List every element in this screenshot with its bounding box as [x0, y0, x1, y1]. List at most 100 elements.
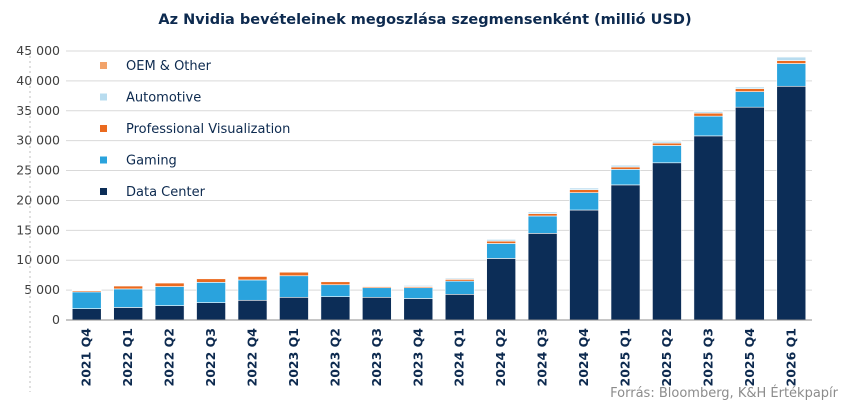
y-tick-label: 45 000 — [16, 43, 60, 58]
bar-segment — [362, 285, 392, 287]
bar-segment — [196, 302, 226, 321]
bar-segment — [776, 60, 807, 64]
bar-segment — [71, 308, 102, 321]
x-tick-label: 2022 Q2 — [162, 328, 177, 386]
x-tick-label: 2022 Q3 — [203, 328, 218, 386]
gridlines — [66, 50, 812, 291]
bar-segment — [776, 63, 807, 87]
y-tick-label: 0 — [52, 312, 60, 327]
bar-segment — [735, 91, 765, 108]
bar-segment — [776, 56, 807, 61]
bar-segment — [527, 213, 558, 217]
y-tick-label: 5 000 — [24, 282, 60, 297]
bar-segment — [196, 278, 226, 283]
x-tick-label: 2025 Q2 — [659, 328, 674, 386]
bar-segment — [113, 284, 143, 286]
y-tick-label: 10 000 — [16, 252, 60, 267]
y-tick-label: 15 000 — [16, 222, 60, 237]
bar-segment — [693, 135, 724, 321]
bar-segment — [527, 210, 558, 213]
x-tick-label: 2022 Q4 — [245, 328, 260, 387]
legend-swatch — [100, 188, 107, 195]
bar-segment — [652, 145, 682, 164]
x-tick-label: 2024 Q3 — [535, 328, 550, 386]
legend: OEM & Other Automotive Professional Visual… — [100, 59, 290, 200]
bars — [71, 56, 807, 321]
bar-segment — [652, 162, 682, 321]
source-note: Forrás: Bloomberg, K&H Értékpapír — [610, 386, 838, 401]
y-tick-label: 35 000 — [16, 103, 60, 118]
bar-segment — [154, 282, 185, 287]
bar-segment — [154, 305, 185, 321]
bar-segment — [486, 240, 516, 244]
bar-segment — [444, 280, 475, 295]
legend-swatch — [100, 62, 107, 69]
legend-label: Gaming — [126, 154, 177, 169]
bar-segment — [569, 186, 599, 189]
legend-label: Data Center — [126, 185, 206, 200]
bar-segment — [610, 164, 641, 166]
bar-segment — [237, 279, 268, 301]
bar-segment — [693, 110, 724, 112]
bar-segment — [610, 166, 641, 170]
axes: 0 5 000 10 000 15 000 20 000 25 000 30 000 35 0… — [16, 43, 812, 392]
y-tick-label: 20 000 — [16, 192, 60, 207]
bar-segment — [527, 215, 558, 234]
bar-segment — [113, 288, 143, 308]
bar-segment — [444, 277, 475, 279]
bar-segment — [569, 209, 599, 321]
legend-label: OEM & Other — [126, 59, 212, 74]
legend-swatch — [100, 93, 107, 101]
bar-segment — [403, 287, 434, 299]
bar-segment — [776, 85, 807, 321]
x-tick-label: 2023 Q4 — [410, 328, 425, 387]
bar-segment — [486, 238, 516, 240]
x-tick-label: 2023 Q2 — [327, 328, 342, 386]
bar-segment — [154, 286, 185, 306]
bar-segment — [320, 280, 351, 282]
x-tick-label: 2022 Q1 — [120, 328, 135, 386]
legend-label: Automotive — [126, 91, 201, 106]
bar-segment — [154, 281, 185, 283]
y-tick-label: 30 000 — [16, 133, 60, 148]
bar-segment — [196, 282, 226, 303]
bar-segment — [320, 284, 351, 297]
x-tick-label: 2024 Q4 — [576, 328, 591, 387]
bar-segment — [279, 271, 309, 277]
bar-segment — [196, 277, 226, 279]
bar-segment — [569, 192, 599, 211]
y-tick-label: 40 000 — [16, 73, 60, 88]
bar-segment — [693, 112, 724, 117]
bar-segment — [776, 56, 807, 58]
x-tick-label: 2024 Q1 — [452, 328, 467, 386]
bar-segment — [735, 85, 765, 88]
bar-segment — [527, 233, 558, 321]
legend-label: Professional Visualization — [126, 122, 290, 137]
bar-segment — [113, 285, 143, 290]
bar-segment — [237, 299, 268, 321]
x-tick-label: 2021 Q4 — [79, 328, 94, 387]
bar-segment — [610, 169, 641, 186]
bar-segment — [113, 307, 143, 321]
bar-segment — [71, 289, 102, 291]
bar-segment — [320, 296, 351, 321]
bar-segment — [71, 291, 102, 309]
bar-segment — [486, 243, 516, 259]
bar-segment — [486, 258, 516, 321]
x-tick-label: 2024 Q2 — [493, 328, 508, 386]
bar-segment — [610, 184, 641, 321]
y-tick-label: 25 000 — [16, 163, 60, 178]
bar-segment — [444, 293, 475, 321]
bar-segment — [735, 106, 765, 321]
x-tick-label: 2023 Q3 — [369, 328, 384, 386]
x-tick-label: 2025 Q3 — [700, 328, 715, 386]
bar-segment — [279, 296, 309, 321]
bar-segment — [693, 115, 724, 137]
chart-title: Az Nvidia bevételeinek megoszlása szegme… — [158, 12, 692, 28]
bar-segment — [735, 88, 765, 92]
x-tick-label: 2025 Q1 — [618, 328, 633, 386]
bar-segment — [237, 276, 268, 281]
x-tick-label: 2026 Q1 — [783, 328, 798, 386]
bar-segment — [362, 287, 392, 298]
